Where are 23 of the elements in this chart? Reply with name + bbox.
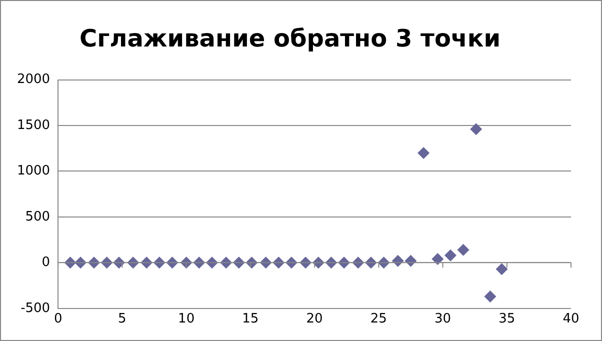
x-tick-label: 35 [498,312,516,327]
point [484,290,496,303]
x-tick-label: 25 [370,312,387,327]
chart-title: Сглаживание обратно 3 точки [79,24,501,53]
y-tick-label: 500 [25,209,50,224]
y-tick-label: 1000 [16,164,50,179]
x-tick-label: 10 [178,312,195,327]
point [432,253,444,266]
y-tick-label: -500 [20,300,50,316]
x-tick-label: 15 [242,312,259,327]
x-tick-label: 30 [434,312,452,327]
x-tick-label: 40 [562,312,580,327]
point [444,249,456,262]
y-tick-label: 0 [42,255,50,270]
x-tick-label: 0 [54,312,62,327]
point [418,146,430,159]
y-tick-label: 2000 [16,72,50,88]
point [470,123,482,136]
y-tick-label: 1500 [16,118,50,133]
point [496,263,508,276]
x-tick-label: 20 [306,312,323,327]
point [457,244,470,256]
x-tick-label: 5 [118,312,126,327]
